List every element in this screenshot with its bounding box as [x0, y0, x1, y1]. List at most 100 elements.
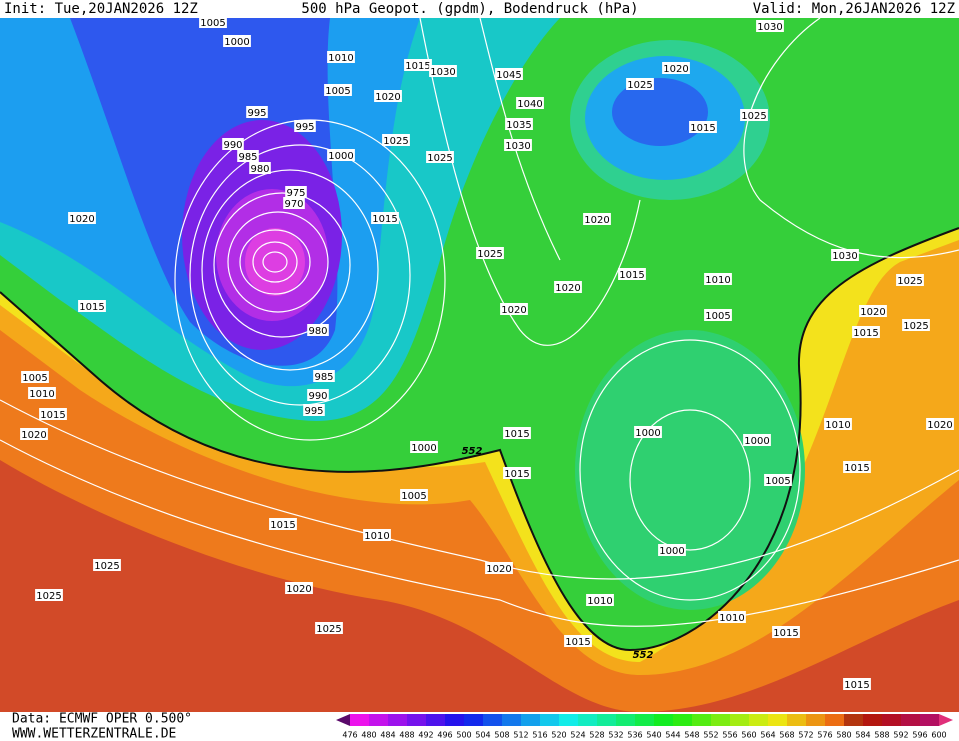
- colorbar-label: 576: [817, 731, 832, 740]
- isobar-label: 1000: [658, 544, 686, 557]
- label-box: [307, 324, 329, 336]
- isobar-label: 1025: [476, 247, 504, 260]
- label-box: [303, 404, 325, 416]
- label-text: 1035: [506, 120, 531, 131]
- label-box: [859, 305, 887, 317]
- isobar-label: 1005: [21, 371, 49, 384]
- colorbar-cell: [521, 714, 540, 726]
- label-box: [382, 134, 410, 146]
- site-url: WWW.WETTERZENTRALE.DE: [12, 727, 176, 741]
- label-box: [285, 186, 307, 198]
- colorbar-label: 504: [475, 731, 490, 740]
- label-box: [704, 309, 732, 321]
- colorbar-cell: [749, 714, 768, 726]
- label-box: [78, 300, 106, 312]
- colorbar-label: 540: [646, 731, 661, 740]
- isobar-label: 1010: [718, 611, 746, 624]
- colorbar-cell: [559, 714, 578, 726]
- label-box: [503, 427, 531, 439]
- isobar-label: 1030: [429, 65, 457, 78]
- label-text: 1020: [860, 307, 885, 318]
- label-text: 1020: [375, 92, 400, 103]
- isobar: [227, 211, 329, 313]
- label-box: [505, 118, 533, 130]
- colorbar-arrow-low: [336, 714, 350, 726]
- label-box: [743, 434, 771, 446]
- label-box: [503, 467, 531, 479]
- label-box: [426, 151, 454, 163]
- label-box: [28, 387, 56, 399]
- label-text: 1015: [844, 680, 869, 691]
- isobar-label: 1020: [500, 303, 528, 316]
- isobar-label: 1015: [503, 427, 531, 440]
- contour-label: 552: [633, 650, 654, 661]
- isobar-label: 1045: [495, 68, 523, 81]
- colorbar-label: 556: [722, 731, 737, 740]
- colorbar-label: 484: [380, 731, 395, 740]
- isobar-label: 1025: [35, 589, 63, 602]
- isobar-label: 1015: [269, 518, 297, 531]
- colorbar-cell: [502, 714, 521, 726]
- label-box: [374, 90, 402, 102]
- label-box: [429, 65, 457, 77]
- label-box: [285, 582, 313, 594]
- label-box: [583, 213, 611, 225]
- isobar-label: 1015: [618, 268, 646, 281]
- label-box: [21, 371, 49, 383]
- label-box: [618, 268, 646, 280]
- colorbar-cell: [350, 714, 369, 726]
- label-text: 995: [247, 108, 266, 119]
- label-box: [843, 461, 871, 473]
- isobar-label: 1025: [626, 78, 654, 91]
- isobar-label: 1020: [285, 582, 313, 595]
- isobar-label: 1015: [503, 467, 531, 480]
- isobar-label: 1030: [831, 249, 859, 262]
- label-box: [404, 59, 432, 71]
- isobar-label: 1020: [859, 305, 887, 318]
- field-lightgreen: [575, 330, 805, 610]
- label-box: [476, 247, 504, 259]
- label-box: [246, 106, 268, 118]
- isobar-label: 980: [249, 162, 271, 175]
- label-box: [371, 212, 399, 224]
- label-box: [315, 622, 343, 634]
- isobar-label: 1005: [324, 84, 352, 97]
- colorbar-cell: [578, 714, 597, 726]
- label-box: [294, 120, 316, 132]
- label-text: 1025: [741, 111, 766, 122]
- label-box: [495, 68, 523, 80]
- label-text: 1010: [719, 613, 744, 624]
- label-text: 1025: [316, 624, 341, 635]
- label-text: 1005: [705, 311, 730, 322]
- label-box: [35, 589, 63, 601]
- label-text: 995: [304, 406, 323, 417]
- isobar: [189, 144, 411, 406]
- label-text: 1010: [587, 596, 612, 607]
- label-box: [324, 84, 352, 96]
- colorbar-cell: [540, 714, 559, 726]
- isobar-label: 995: [294, 120, 316, 133]
- isobar-label: 1020: [485, 562, 513, 575]
- label-box: [313, 370, 335, 382]
- colorbar-label: 548: [684, 731, 699, 740]
- isobar-label: 990: [307, 389, 329, 402]
- isobar-label: 985: [313, 370, 335, 383]
- label-box: [926, 418, 954, 430]
- colorbar-cell: [616, 714, 635, 726]
- label-box: [902, 319, 930, 331]
- label-text: 975: [286, 188, 305, 199]
- isobar-label: 1010: [704, 273, 732, 286]
- isobar-label: 1030: [756, 20, 784, 33]
- colorbar-cell: [597, 714, 616, 726]
- label-text: 1025: [383, 136, 408, 147]
- isobar-label: 1025: [902, 319, 930, 332]
- colorbar-label: 584: [855, 731, 870, 740]
- isobar: [0, 439, 959, 627]
- isobar-label: 1005: [704, 309, 732, 322]
- label-text: 1000: [635, 428, 660, 439]
- colorbar-cell: [464, 714, 483, 726]
- isobar-label: 1020: [554, 281, 582, 294]
- label-text: 1020: [501, 305, 526, 316]
- label-box: [658, 544, 686, 556]
- isobar-label: 1015: [772, 626, 800, 639]
